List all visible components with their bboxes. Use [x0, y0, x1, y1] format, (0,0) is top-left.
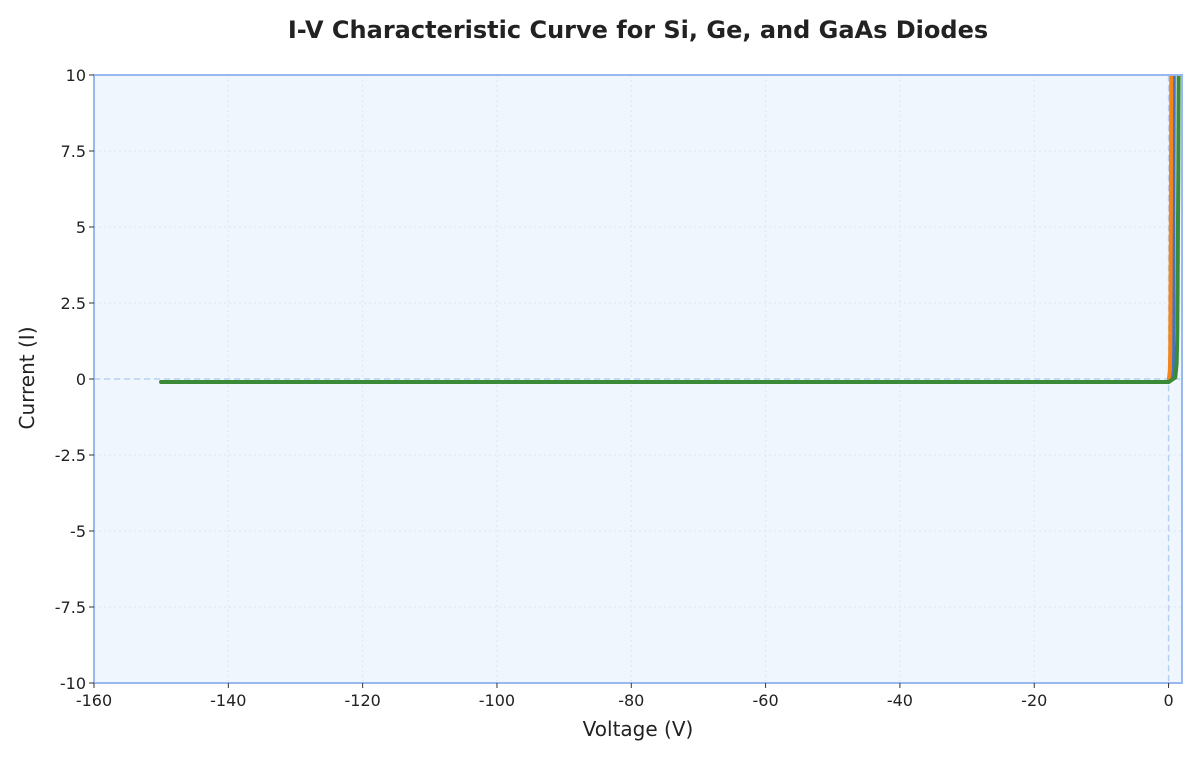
- x-axis-ticks: -160 -140 -120 -100 -80 -60 -40 -20 0: [76, 683, 1174, 710]
- y-axis-ticks: -10 -7.5 -5 -2.5 0 2.5 5 7.5 10: [55, 66, 94, 693]
- x-tick-label: -100: [479, 691, 515, 710]
- x-tick-label: -160: [76, 691, 112, 710]
- series-line-3: [159, 75, 1181, 385]
- grid: [93, 74, 1182, 684]
- y-tick-label: 0: [76, 370, 86, 389]
- x-tick-label: -120: [344, 691, 380, 710]
- x-tick-label: -60: [753, 691, 779, 710]
- x-tick-label: -80: [618, 691, 644, 710]
- chart-title: I-V Characteristic Curve for Si, Ge, and…: [288, 16, 988, 44]
- y-tick-label: -10: [60, 674, 86, 693]
- y-tick-label: 2.5: [61, 294, 86, 313]
- x-tick-label: -20: [1021, 691, 1047, 710]
- y-tick-label: 7.5: [61, 142, 86, 161]
- x-tick-label: -40: [887, 691, 913, 710]
- y-axis-label: Current (I): [15, 327, 39, 430]
- y-tick-label: -7.5: [55, 598, 86, 617]
- y-tick-label: 5: [76, 218, 86, 237]
- y-tick-label: -2.5: [55, 446, 86, 465]
- x-axis-label: Voltage (V): [583, 717, 694, 741]
- y-tick-label: -5: [70, 522, 86, 541]
- series-group: [159, 75, 1181, 385]
- x-tick-label: -140: [210, 691, 246, 710]
- x-tick-label: 0: [1163, 691, 1173, 710]
- y-tick-label: 10: [66, 66, 86, 85]
